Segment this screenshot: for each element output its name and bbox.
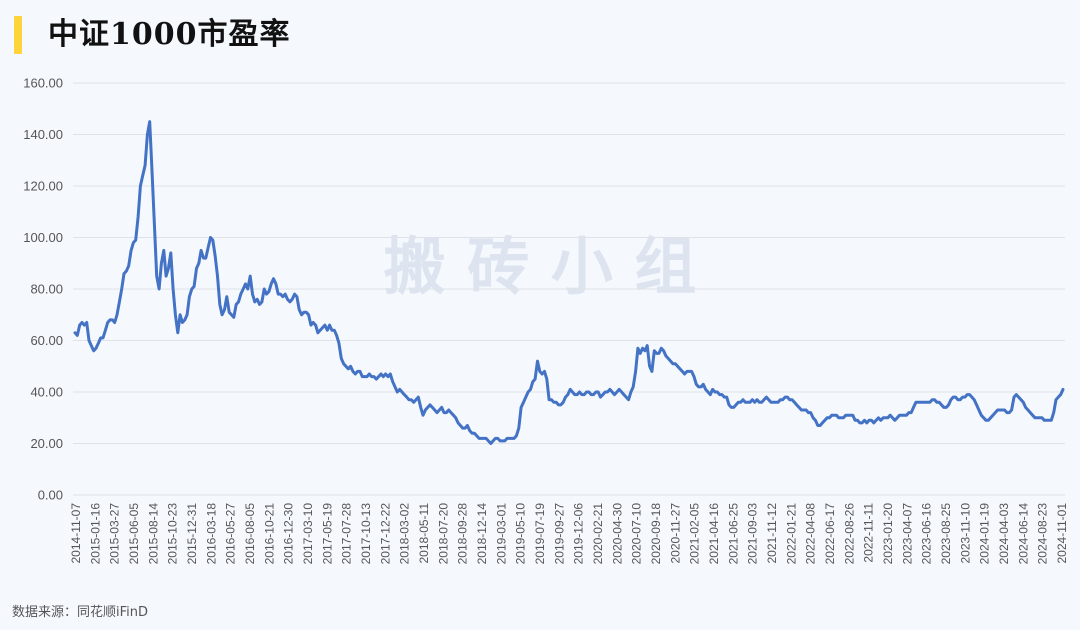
x-tick-label: 2015-10-23 — [166, 503, 180, 565]
x-tick-label: 2022-04-08 — [804, 503, 818, 565]
x-tick-label: 2018-07-20 — [436, 503, 450, 565]
x-tick-label: 2023-08-25 — [939, 503, 953, 565]
x-tick-label: 2019-07-19 — [533, 503, 547, 565]
y-tick-label: 60.00 — [30, 333, 63, 348]
y-tick-label: 160.00 — [23, 76, 63, 91]
x-tick-label: 2022-01-21 — [784, 503, 798, 565]
x-tick-label: 2019-03-01 — [494, 503, 508, 565]
x-tick-label: 2024-06-14 — [1016, 503, 1030, 565]
x-tick-label: 2017-10-13 — [359, 503, 373, 565]
x-tick-label: 2023-04-07 — [900, 503, 914, 565]
x-tick-label: 2020-02-21 — [591, 503, 605, 565]
x-tick-label: 2017-03-10 — [301, 503, 315, 565]
x-tick-label: 2024-04-03 — [997, 503, 1011, 565]
x-tick-label: 2021-11-12 — [765, 503, 779, 564]
x-tick-label: 2023-06-16 — [920, 503, 934, 565]
x-tick-label: 2019-09-27 — [552, 503, 566, 565]
y-tick-label: 20.00 — [30, 436, 63, 451]
x-tick-label: 2016-05-27 — [224, 503, 238, 565]
x-tick-label: 2021-06-25 — [726, 503, 740, 565]
x-tick-label: 2022-08-26 — [842, 503, 856, 565]
y-tick-label: 120.00 — [23, 179, 63, 194]
x-tick-label: 2022-11-11 — [862, 503, 876, 563]
y-tick-label: 40.00 — [30, 385, 63, 400]
x-tick-label: 2021-09-03 — [746, 503, 760, 565]
y-tick-label: 100.00 — [23, 230, 63, 245]
source-note: 数据来源：同花顺iFinD — [12, 605, 149, 620]
x-tick-label: 2021-02-05 — [688, 503, 702, 565]
x-tick-label: 2016-03-18 — [204, 503, 218, 565]
x-tick-label: 2023-01-20 — [881, 503, 895, 565]
series-line — [73, 120, 1065, 445]
x-tick-label: 2016-10-21 — [262, 503, 276, 565]
y-tick-label: 80.00 — [30, 282, 63, 297]
x-tick-label: 2024-01-19 — [978, 503, 992, 565]
x-tick-label: 2023-11-10 — [958, 503, 972, 564]
y-tick-label: 0.00 — [38, 488, 63, 503]
x-tick-label: 2020-04-30 — [610, 503, 624, 565]
y-axis-ticks: 0.00 20.00 40.00 60.00 80.00 100.00 120.00 140.… — [23, 76, 63, 503]
watermark: 搬 砖 小 组 — [384, 230, 697, 303]
title-accent-bar — [14, 16, 22, 54]
x-tick-label: 2018-12-14 — [475, 503, 489, 565]
x-tick-label: 2016-08-05 — [243, 503, 257, 565]
x-tick-label: 2019-12-06 — [572, 503, 586, 565]
x-tick-label: 2020-07-10 — [630, 503, 644, 565]
x-tick-label: 2015-01-16 — [88, 503, 102, 565]
x-tick-label: 2018-09-28 — [456, 503, 470, 565]
x-tick-label: 2019-05-10 — [514, 503, 528, 565]
x-tick-label: 2015-03-27 — [108, 503, 122, 565]
x-tick-label: 2017-05-19 — [320, 503, 334, 565]
chart-title: 中证1000市盈率 — [48, 17, 291, 52]
x-tick-label: 2021-04-16 — [707, 503, 721, 565]
y-tick-label: 140.00 — [23, 127, 63, 142]
x-tick-label: 2015-06-05 — [127, 503, 141, 565]
x-tick-label: 2022-06-17 — [823, 503, 837, 565]
x-tick-label: 2014-11-07 — [69, 503, 83, 564]
x-tick-label: 2015-12-31 — [185, 503, 199, 565]
x-tick-label: 2024-11-01 — [1055, 503, 1069, 564]
x-tick-label: 2016-12-30 — [282, 503, 296, 565]
grid-lines — [73, 82, 1065, 496]
x-axis-ticks: 2014-11-07 2015-01-16 2015-03-27 2015-06-05… — [69, 503, 1069, 565]
x-tick-label: 2018-05-11 — [417, 503, 431, 564]
x-tick-label: 2024-08-23 — [1036, 503, 1050, 565]
x-tick-label: 2017-12-22 — [378, 503, 392, 565]
series-group — [73, 120, 1065, 445]
x-tick-label: 2020-11-27 — [668, 503, 682, 564]
x-tick-label: 2017-07-28 — [340, 503, 354, 565]
x-tick-label: 2018-03-02 — [398, 503, 412, 565]
x-tick-label: 2015-08-14 — [146, 503, 160, 565]
x-tick-label: 2020-09-18 — [649, 503, 663, 565]
